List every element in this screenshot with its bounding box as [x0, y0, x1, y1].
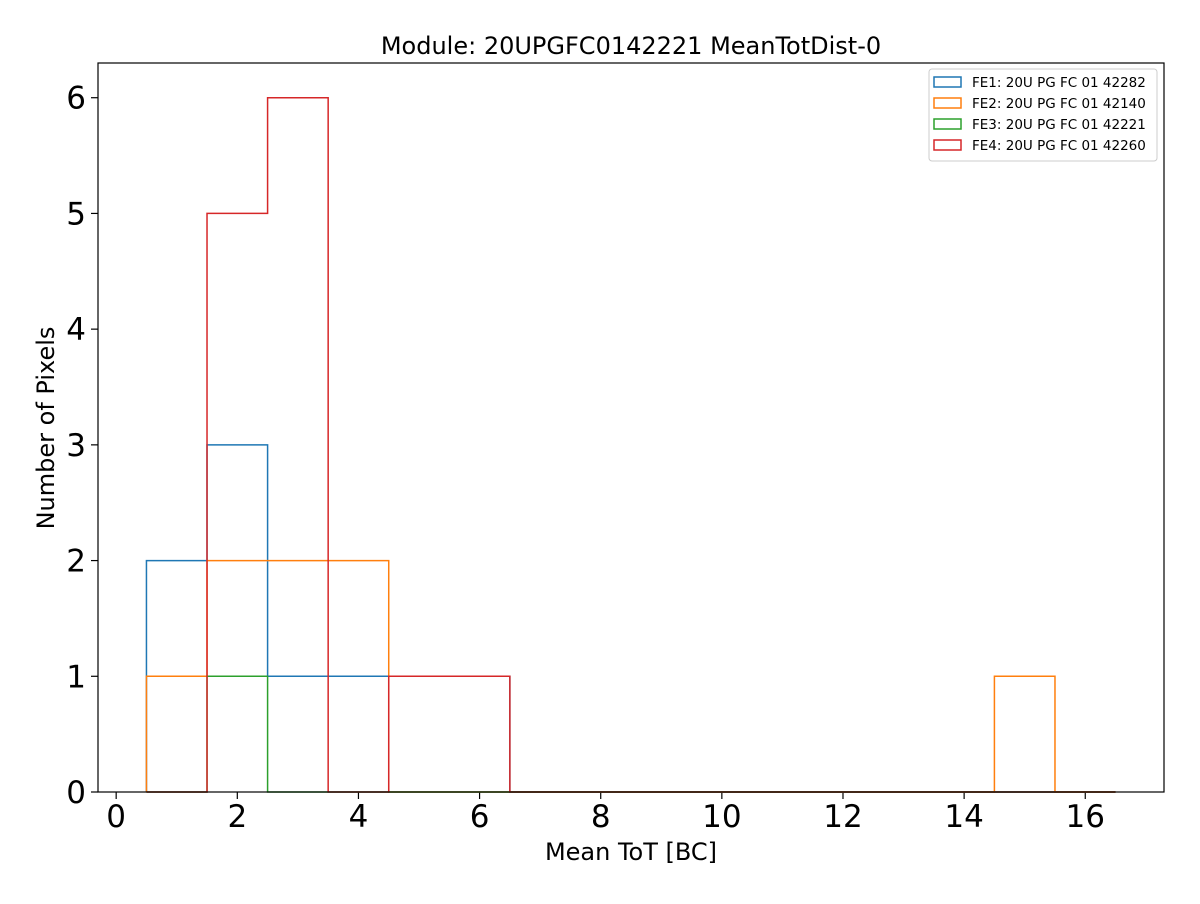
axes: [97, 62, 1165, 793]
x-tick-label: 12: [823, 799, 862, 835]
x-axis-label: Mean ToT [BC]: [545, 838, 717, 866]
legend-box: [928, 68, 1158, 162]
x-tick-label: 10: [702, 799, 741, 835]
x-tick-label: 2: [227, 799, 247, 835]
legend-label: FE4: 20U PG FC 01 42260: [972, 138, 1146, 154]
y-tick-label: 0: [66, 775, 86, 811]
histogram-series: [145, 96, 1116, 793]
x-tick-label: 0: [106, 799, 126, 835]
legend-swatch: [933, 118, 962, 130]
y-tick-label: 5: [66, 196, 86, 232]
x-tick-label: 16: [1066, 799, 1105, 835]
x-tick-label: 8: [591, 799, 611, 835]
y-tick-label: 4: [66, 312, 86, 348]
y-tick-label: 2: [66, 544, 86, 580]
x-tick-label: 4: [349, 799, 369, 835]
y-tick-label: 1: [66, 659, 86, 695]
legend-swatch: [933, 139, 962, 151]
histogram-series-1: [145, 444, 1116, 793]
histogram-series-3: [146, 675, 1116, 793]
legend-label: FE1: 20U PG FC 01 42282: [972, 75, 1146, 91]
histogram-series-4: [146, 96, 1116, 793]
legend-swatch: [933, 97, 962, 109]
x-tick-label: 6: [470, 799, 490, 835]
legend-label: FE2: 20U PG FC 01 42140: [972, 96, 1146, 112]
y-tick-label: 3: [66, 428, 86, 464]
legend-swatch: [933, 76, 962, 88]
y-tick-label: 6: [66, 81, 86, 117]
y-axis-label: Number of Pixels: [32, 327, 60, 530]
x-tick-label: 14: [944, 799, 983, 835]
legend-label: FE3: 20U PG FC 01 42221: [972, 117, 1146, 133]
legend: FE1: 20U PG FC 01 42282 FE2: 20U PG FC 01…: [928, 68, 1158, 162]
plot-frame: [97, 62, 1165, 793]
chart-title: Module: 20UPGFC0142221 MeanTotDist-0: [381, 32, 881, 60]
